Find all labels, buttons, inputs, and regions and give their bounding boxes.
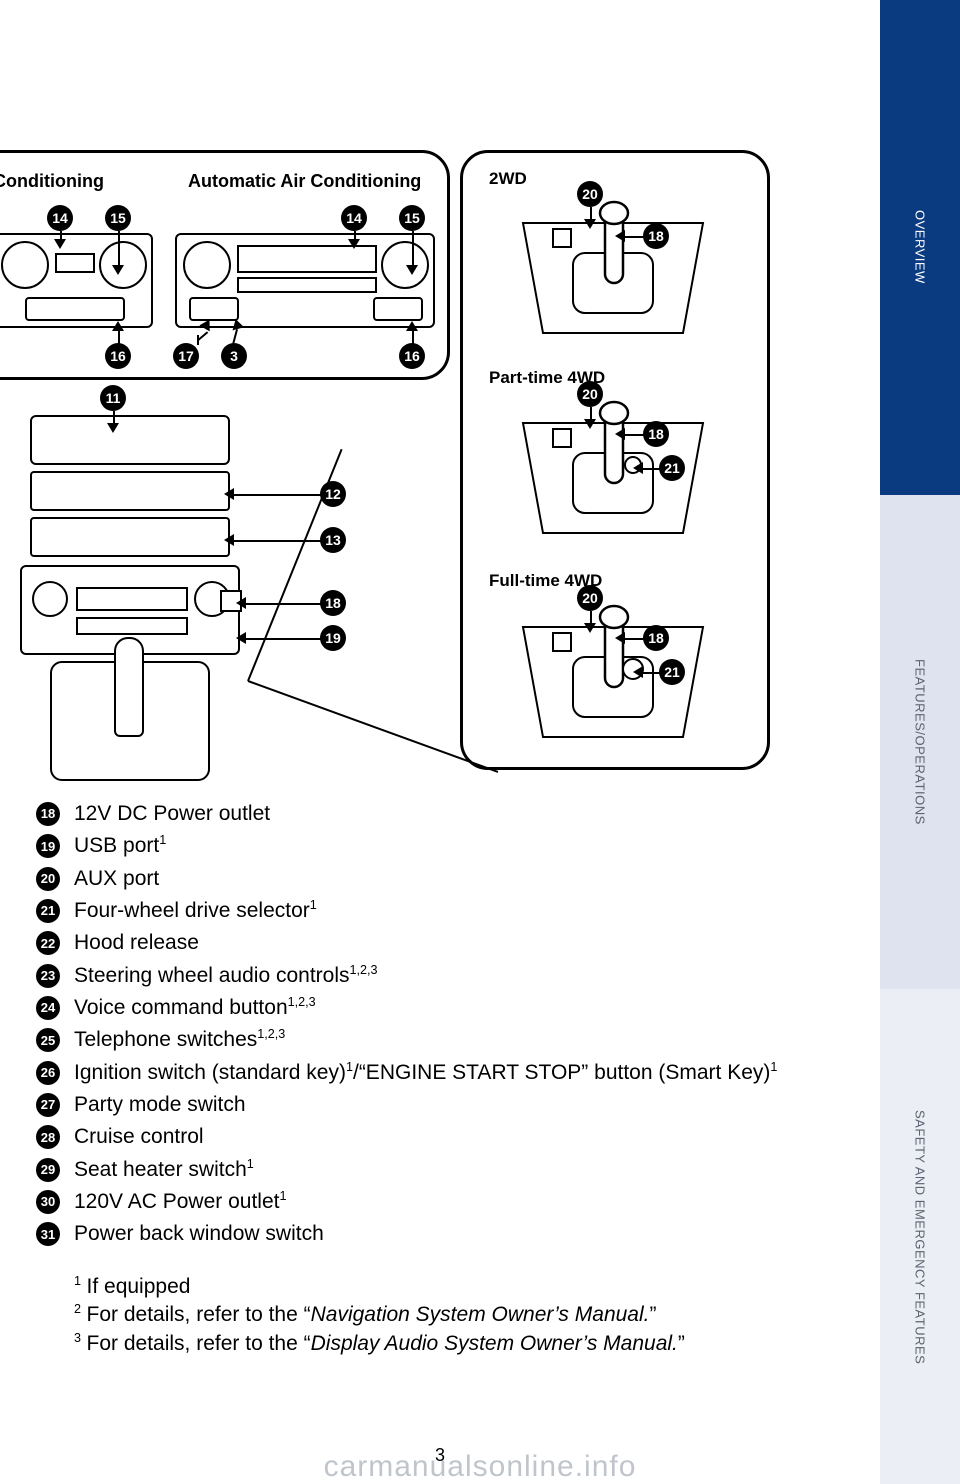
feature-item-31: 31 Power back window switch: [36, 1220, 806, 1248]
page-number: 3: [0, 1445, 880, 1466]
feature-bullet: 31: [36, 1222, 60, 1246]
callout-18-console: 18: [320, 590, 346, 616]
callout-3: 3: [221, 343, 247, 369]
feature-item-29: 29 Seat heater switch1: [36, 1156, 806, 1184]
feature-bullet: 22: [36, 931, 60, 955]
feature-text: USB port1: [74, 832, 166, 860]
feature-bullet: 27: [36, 1093, 60, 1117]
feature-bullet: 29: [36, 1158, 60, 1182]
feature-bullet: 21: [36, 899, 60, 923]
drivetrain-panel: 2WD Part-time 4WD Full-time 4WD 20 18: [460, 150, 770, 770]
callout-15-right: 15: [399, 205, 425, 231]
callout-21-pt4wd: 21: [659, 455, 685, 481]
side-tabs: OVERVIEW FEATURES/OPERATIONS SAFETY AND …: [880, 0, 960, 1484]
callout-21-ft4wd: 21: [659, 659, 685, 685]
feature-bullet: 19: [36, 834, 60, 858]
callout-16-left: 16: [105, 343, 131, 369]
feature-item-23: 23 Steering wheel audio controls1,2,3: [36, 962, 806, 990]
footnote-1: 1 If equipped: [36, 1273, 806, 1301]
feature-bullet: 20: [36, 867, 60, 891]
tab-features: FEATURES/OPERATIONS: [880, 495, 960, 990]
center-console-illustration: 11 12 13 18 19: [0, 385, 245, 790]
callout-11: 11: [100, 385, 126, 411]
feature-text: Ignition switch (standard key)1/“ENGINE …: [74, 1059, 777, 1087]
label-2wd: 2WD: [489, 169, 527, 189]
feature-bullet: 26: [36, 1061, 60, 1085]
tab-overview[interactable]: OVERVIEW: [880, 0, 960, 495]
footnotes: 1 If equipped 2 For details, refer to th…: [36, 1273, 806, 1358]
feature-item-27: 27 Party mode switch: [36, 1091, 806, 1119]
callout-18-2wd: 18: [643, 223, 669, 249]
feature-text: 120V AC Power outlet1: [74, 1188, 286, 1216]
feature-bullet: 30: [36, 1190, 60, 1214]
feature-text: Voice command button1,2,3: [74, 994, 316, 1022]
feature-text: 12V DC Power outlet: [74, 800, 270, 828]
ac-label-auto: Automatic Air Conditioning: [188, 171, 421, 192]
callout-17: 17: [173, 343, 199, 369]
feature-bullet: 25: [36, 1028, 60, 1052]
feature-text: Steering wheel audio controls1,2,3: [74, 962, 378, 990]
feature-text: Four-wheel drive selector1: [74, 897, 317, 925]
feature-text: Power back window switch: [74, 1220, 324, 1248]
feature-item-28: 28 Cruise control: [36, 1123, 806, 1151]
feature-text: Seat heater switch1: [74, 1156, 254, 1184]
footnote-3: 3 For details, refer to the “Display Aud…: [36, 1330, 806, 1358]
feature-item-30: 30 120V AC Power outlet1: [36, 1188, 806, 1216]
feature-text: Party mode switch: [74, 1091, 246, 1119]
callout-14-right: 14: [341, 205, 367, 231]
ac-label-conditioning: Conditioning: [0, 171, 104, 192]
feature-text: Telephone switches1,2,3: [74, 1026, 285, 1054]
feature-text: Hood release: [74, 929, 199, 957]
feature-item-18: 18 12V DC Power outlet: [36, 800, 806, 828]
feature-bullet: 23: [36, 964, 60, 988]
callout-15-left: 15: [105, 205, 131, 231]
feature-item-21: 21 Four-wheel drive selector1: [36, 897, 806, 925]
callout-18-ft4wd: 18: [643, 625, 669, 651]
feature-item-19: 19 USB port1: [36, 832, 806, 860]
callout-13: 13: [320, 527, 346, 553]
feature-bullet: 28: [36, 1125, 60, 1149]
feature-text: Cruise control: [74, 1123, 204, 1151]
manual-ac-unit: [0, 233, 153, 328]
callout-16-right: 16: [399, 343, 425, 369]
callout-14-left: 14: [47, 205, 73, 231]
feature-bullet: 24: [36, 996, 60, 1020]
callout-20-2wd: 20: [577, 181, 603, 207]
feature-item-24: 24 Voice command button1,2,3: [36, 994, 806, 1022]
shifter-2wd: [513, 193, 713, 343]
auto-ac-unit: [175, 233, 435, 328]
feature-item-26: 26 Ignition switch (standard key)1/“ENGIN…: [36, 1059, 806, 1087]
callout-20-pt4wd: 20: [577, 381, 603, 407]
feature-list: 18 12V DC Power outlet 19 USB port1 20 AUX po…: [36, 800, 806, 1358]
feature-text: AUX port: [74, 865, 159, 893]
callout-20-ft4wd: 20: [577, 585, 603, 611]
feature-bullet: 18: [36, 802, 60, 826]
callout-18-pt4wd: 18: [643, 421, 669, 447]
feature-item-22: 22 Hood release: [36, 929, 806, 957]
tab-safety: SAFETY AND EMERGENCY FEATURES: [880, 989, 960, 1484]
feature-item-20: 20 AUX port: [36, 865, 806, 893]
callout-12: 12: [320, 481, 346, 507]
air-conditioning-panel: Conditioning Automatic Air Conditioning …: [0, 150, 450, 380]
callout-19: 19: [320, 625, 346, 651]
footnote-2: 2 For details, refer to the “Navigation …: [36, 1301, 806, 1329]
feature-item-25: 25 Telephone switches1,2,3: [36, 1026, 806, 1054]
